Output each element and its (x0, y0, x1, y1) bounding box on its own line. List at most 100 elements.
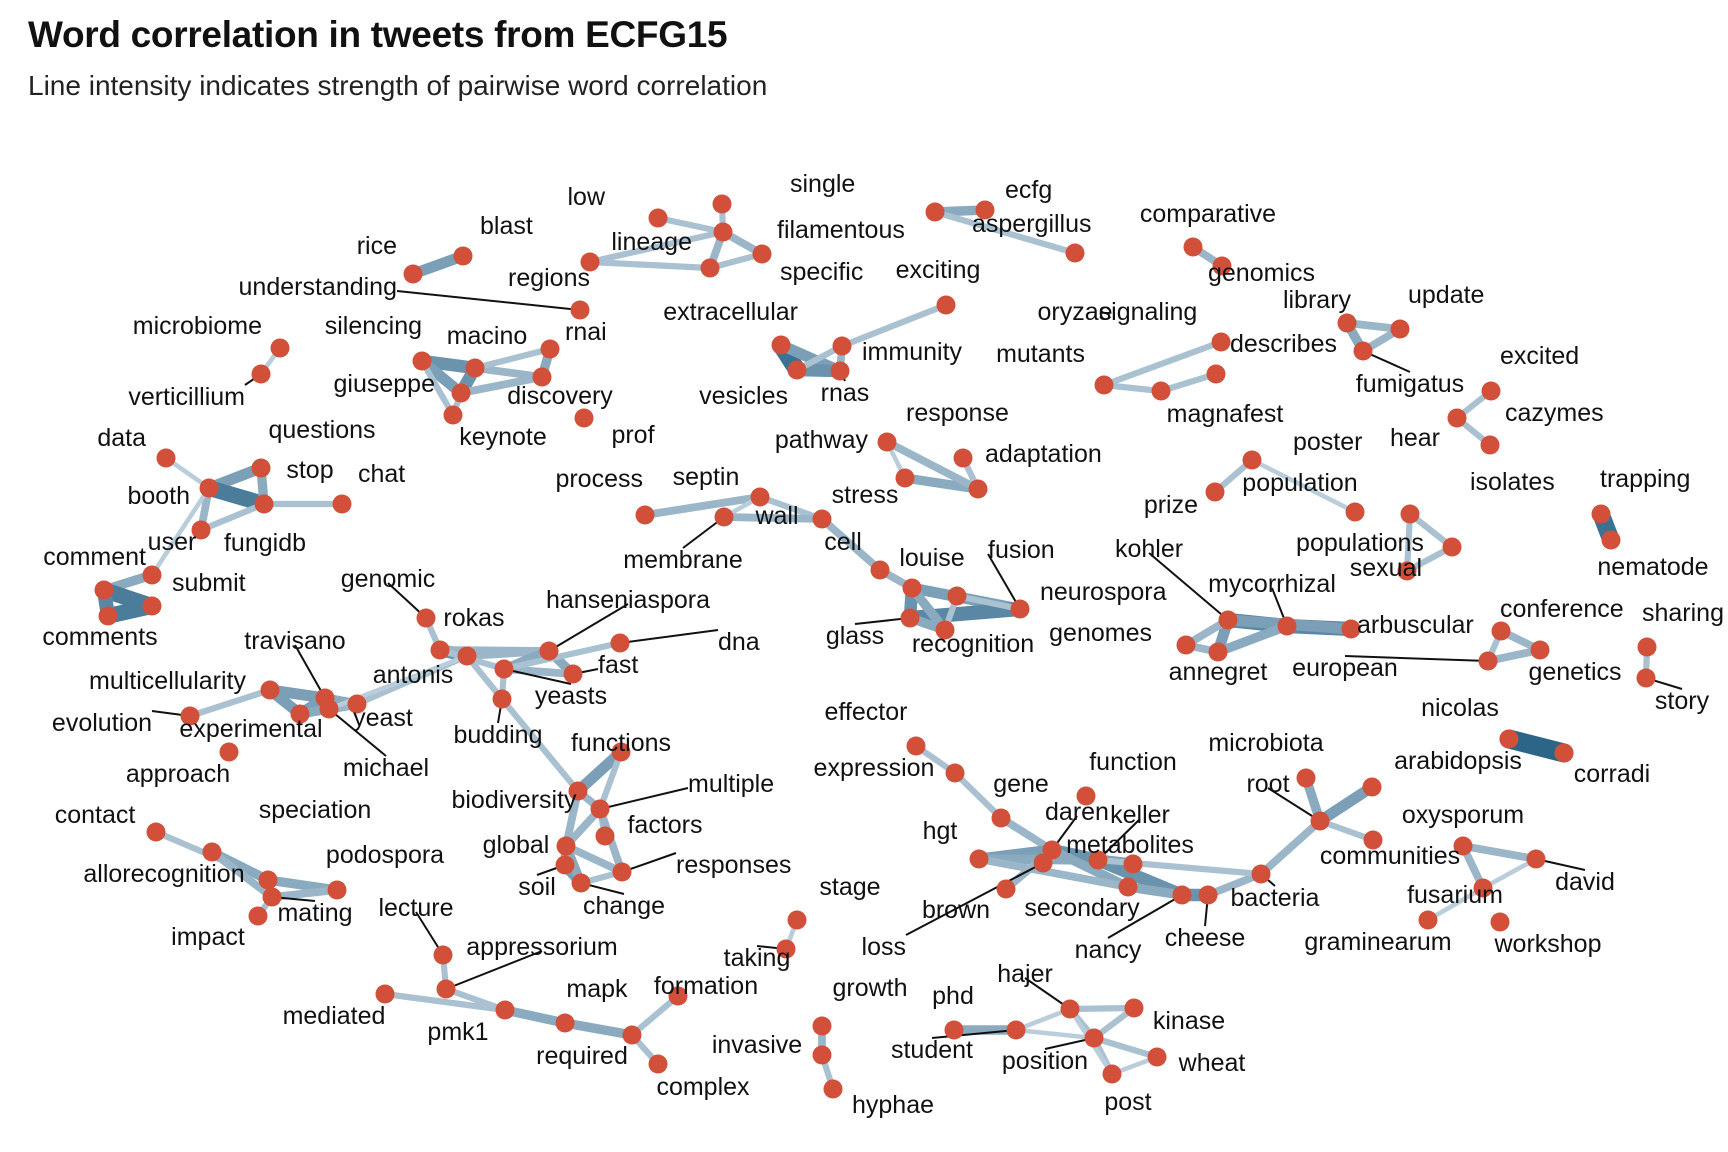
word-label-podospora: podospora (326, 841, 444, 869)
edge-process-septin (641, 493, 764, 519)
word-label-aspergillus: aspergillus (972, 210, 1092, 238)
node-trapping (1591, 504, 1611, 524)
edge-mediated-pmk1 (381, 990, 509, 1014)
word-label-library: library (1283, 286, 1352, 314)
node-silencing (412, 351, 432, 371)
node-specific (700, 258, 720, 278)
word-label-annegret: annegret (1169, 658, 1268, 686)
word-label-fast: fast (598, 651, 638, 679)
node-story (1636, 668, 1656, 688)
leader-line-root (1267, 787, 1321, 822)
edge-giuseppe-discovery (457, 373, 546, 397)
word-label-nicolas: nicolas (1421, 694, 1499, 722)
word-label-mapk: mapk (566, 975, 628, 1003)
node-lineage (713, 222, 733, 242)
node-biodiversity (568, 781, 588, 801)
word-label-comment: comment (43, 543, 146, 571)
leader-line-responses (621, 852, 677, 873)
node-signaling (1211, 332, 1231, 352)
word-label-comments: comments (42, 623, 157, 651)
word-label-position: position (1002, 1047, 1088, 1075)
edge-functions-biodiversity (572, 746, 627, 797)
node-update (1390, 319, 1410, 339)
word-label-cazymes: cazymes (1505, 399, 1604, 427)
word-label-verticillium: verticillium (128, 383, 245, 411)
word-label-understanding: understanding (239, 273, 397, 301)
word-label-yeasts: yeasts (535, 682, 607, 710)
word-label-silencing: silencing (325, 312, 422, 340)
word-label-arbuscular: arbuscular (1357, 611, 1474, 639)
node-rokas (430, 640, 450, 660)
node-questions (251, 458, 271, 478)
node-pathway (895, 468, 915, 488)
leader-line-dna (619, 629, 719, 644)
node-regions (580, 252, 600, 272)
node-root (1310, 811, 1330, 831)
edge-hgt-secondary (975, 855, 1132, 891)
word-label-corradi: corradi (1574, 760, 1650, 788)
word-label-soil: soil (518, 873, 556, 901)
word-label-exciting: exciting (896, 256, 981, 284)
word-label-cell: cell (824, 528, 862, 556)
node-macino (465, 358, 485, 378)
word-label-kohler: kohler (1115, 535, 1183, 563)
node-factors (595, 826, 615, 846)
word-label-chat: chat (358, 460, 405, 488)
node-contact (146, 822, 166, 842)
node-yeasts (494, 659, 514, 679)
leader-line-kohler (1148, 552, 1229, 621)
node-genetics (1530, 640, 1550, 660)
word-label-process: process (555, 465, 643, 493)
node-workshop (1490, 912, 1510, 932)
word-label-signaling: signaling (1099, 298, 1198, 326)
node-european (1478, 651, 1498, 671)
node-data (156, 448, 176, 468)
word-label-prof: prof (611, 421, 654, 449)
word-label-adaptation: adaptation (985, 440, 1102, 468)
word-label-story: story (1655, 687, 1710, 715)
node-oryzae (1065, 243, 1085, 263)
edge-yeasts-dna (500, 639, 624, 673)
leader-line-fusion (987, 553, 1021, 610)
node-antonis (457, 646, 477, 666)
node-poster (1205, 482, 1225, 502)
node-kinase (1124, 998, 1144, 1018)
node-fast (563, 664, 583, 684)
word-label-keynote: keynote (459, 423, 547, 451)
word-label-bacteria: bacteria (1231, 884, 1320, 912)
word-label-update: update (1408, 281, 1484, 309)
word-label-communities: communities (1320, 842, 1460, 870)
node-layer (94, 194, 1657, 1099)
node-fumigatus (1353, 341, 1373, 361)
node-rnai (540, 339, 560, 359)
word-label-mycorrhizal: mycorrhizal (1208, 570, 1336, 598)
edge-root-arabidopsis (1314, 781, 1378, 827)
node-nancy (1172, 885, 1192, 905)
word-label-antonis: antonis (373, 661, 454, 689)
word-label-specific: specific (780, 258, 863, 286)
word-label-hanseniaspora: hanseniaspora (546, 586, 710, 614)
word-label-microbiome: microbiome (133, 312, 262, 340)
node-student (1006, 1020, 1026, 1040)
node-stress (968, 479, 988, 499)
node-mutants (1094, 375, 1114, 395)
word-label-graminearum: graminearum (1304, 928, 1451, 956)
word-label-fungidb: fungidb (224, 529, 306, 557)
edge-pathway-stress (900, 473, 983, 494)
node-giuseppe (451, 383, 471, 403)
word-label-pmk1: pmk1 (427, 1018, 488, 1046)
word-label-taking: taking (724, 944, 791, 972)
node-rnas (830, 361, 850, 381)
node-sexual (1397, 561, 1417, 581)
node-mating (262, 887, 282, 907)
word-label-louise: louise (899, 544, 964, 572)
node-response (877, 432, 897, 452)
leader-line-yeasts (503, 668, 572, 685)
word-label-blast: blast (480, 212, 533, 240)
word-label-genomes: genomes (1049, 619, 1152, 647)
edge-stop-fungidb (197, 500, 268, 534)
node-experimental (290, 704, 310, 724)
word-label-travisano: travisano (244, 627, 345, 655)
node-vesicles (787, 360, 807, 380)
node-septin (750, 487, 770, 507)
